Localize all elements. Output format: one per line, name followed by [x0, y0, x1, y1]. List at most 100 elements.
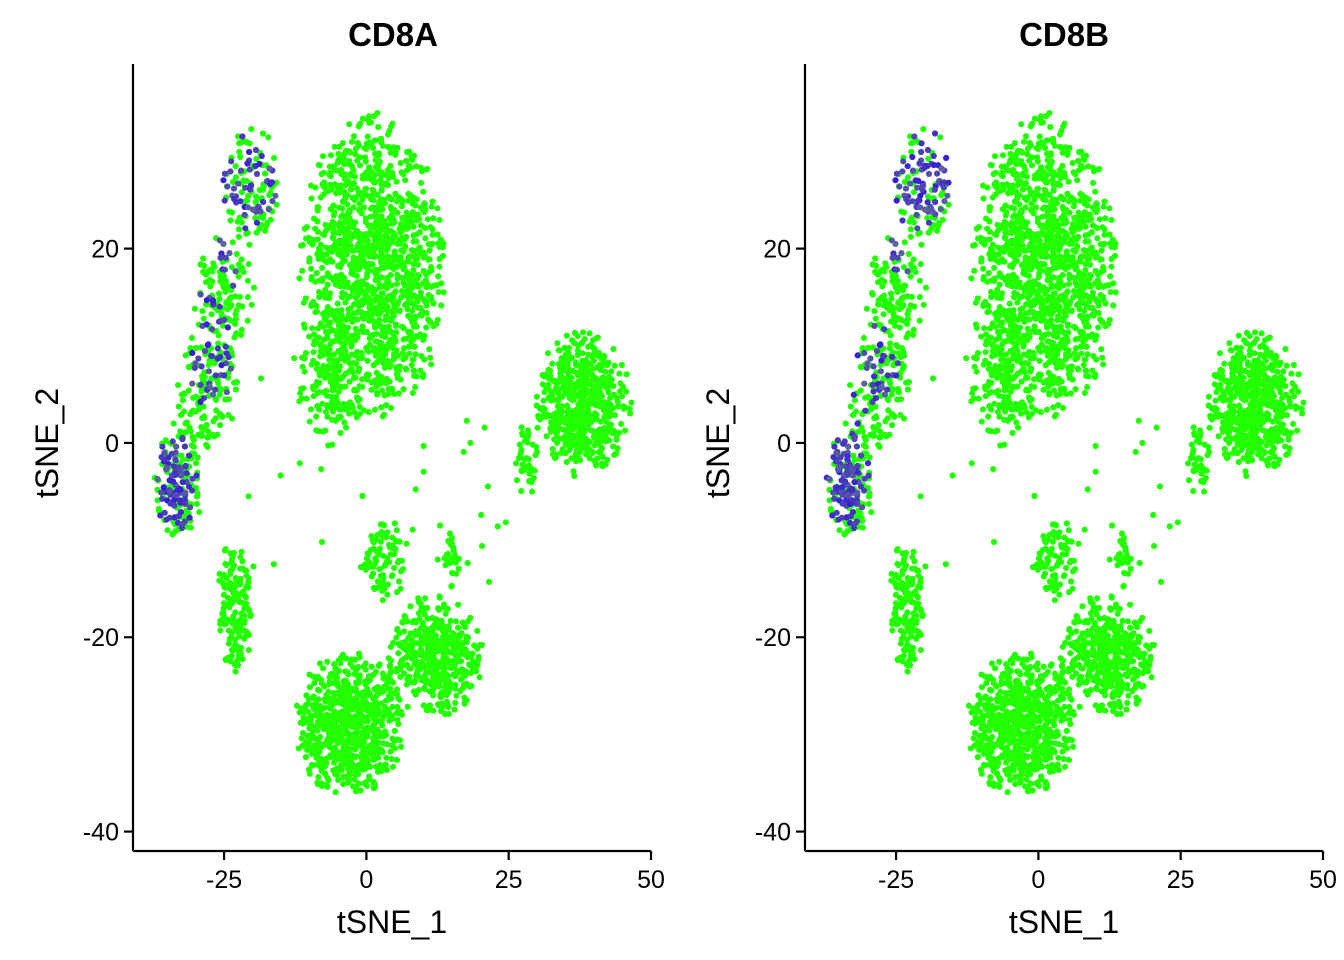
- cell-point: [384, 591, 391, 598]
- cell-point: [312, 700, 319, 707]
- cell-point: [241, 620, 248, 627]
- cell-point: [394, 704, 401, 711]
- cell-point: [397, 229, 404, 236]
- cell-point: [518, 488, 525, 495]
- cell-point: [300, 385, 307, 392]
- cell-point: [300, 720, 307, 727]
- cell-point: [428, 241, 435, 248]
- cell-point: [333, 273, 340, 280]
- cell-point: [391, 354, 398, 362]
- cell-point: [409, 526, 416, 533]
- cell-point: [378, 226, 385, 233]
- cell-point: [535, 412, 542, 419]
- cell-point: [617, 380, 624, 387]
- cell-point: [371, 732, 379, 739]
- cell-point: [610, 443, 617, 450]
- cell-point: [396, 696, 403, 703]
- cell-point: [190, 394, 197, 401]
- cell-point: [342, 677, 349, 684]
- cell-point-expressing: [172, 491, 180, 499]
- cell-point: [345, 777, 352, 784]
- cell-point: [328, 379, 335, 386]
- cell-point: [577, 362, 584, 369]
- cell-point: [316, 761, 324, 769]
- cell-point: [595, 449, 602, 456]
- cell-point-expressing: [247, 186, 254, 193]
- cell-point: [1062, 294, 1069, 301]
- cell-point: [357, 241, 364, 248]
- cell-point: [402, 365, 409, 372]
- cell-point: [235, 273, 242, 280]
- cell-point: [981, 325, 988, 332]
- cell-point: [346, 360, 353, 367]
- cell-point: [423, 309, 430, 317]
- cell-point: [392, 288, 399, 295]
- cell-point: [442, 562, 449, 569]
- cell-point: [422, 235, 429, 242]
- cell-point: [415, 651, 422, 658]
- cell-point: [372, 224, 379, 231]
- cell-point: [218, 386, 225, 393]
- cell-point-expressing: [253, 170, 261, 177]
- cell-point: [1107, 289, 1114, 296]
- cell-point: [437, 647, 444, 654]
- cell-point: [1069, 160, 1076, 167]
- cell-point: [330, 752, 337, 759]
- cell-point: [318, 170, 325, 178]
- cell-point: [169, 531, 176, 538]
- cell-point: [1059, 361, 1066, 368]
- cell-point: [353, 272, 360, 279]
- cell-point: [317, 714, 324, 721]
- cell-point-expressing: [230, 282, 237, 289]
- cell-point-expressing: [198, 363, 205, 370]
- cell-point: [383, 731, 390, 738]
- cell-point: [341, 419, 348, 426]
- cell-point: [378, 341, 385, 348]
- cell-point: [344, 765, 352, 772]
- cell-point: [1012, 160, 1020, 167]
- cell-point: [359, 115, 367, 122]
- cell-point-expressing: [216, 303, 223, 310]
- cell-point: [362, 566, 369, 573]
- cell-point: [439, 658, 446, 665]
- cell-point: [356, 301, 363, 308]
- cell-point: [336, 143, 343, 150]
- cell-point: [295, 745, 302, 752]
- cell-point: [452, 618, 459, 625]
- cell-point: [431, 644, 438, 651]
- cell-point: [618, 361, 625, 368]
- cell-point: [366, 705, 374, 713]
- cell-point: [215, 340, 222, 347]
- cell-point: [1108, 263, 1115, 270]
- cell-point: [222, 288, 229, 295]
- cell-point: [351, 387, 358, 394]
- cell-point: [359, 699, 367, 706]
- cell-point: [199, 308, 206, 315]
- cell-point: [980, 265, 987, 272]
- cell-point: [353, 753, 360, 760]
- cell-point-expressing: [172, 456, 179, 463]
- cell-point: [430, 215, 437, 222]
- cell-point: [265, 134, 272, 141]
- cell-point: [365, 250, 372, 257]
- cell-point: [250, 284, 258, 291]
- cell-point: [374, 191, 381, 198]
- cell-point-expressing: [214, 355, 221, 362]
- cell-point: [232, 174, 239, 181]
- cell-point: [427, 665, 434, 672]
- cell-point: [380, 298, 388, 305]
- cell-point: [207, 266, 214, 273]
- cell-point: [323, 244, 330, 251]
- cell-point-expressing: [220, 177, 227, 184]
- cell-point: [333, 393, 340, 400]
- x-tick-label: -25: [206, 866, 242, 894]
- cell-point: [238, 256, 245, 263]
- cell-point: [317, 733, 324, 741]
- cell-point: [215, 332, 222, 339]
- cell-point: [334, 328, 341, 335]
- cell-point: [354, 139, 361, 147]
- cell-point: [418, 168, 425, 175]
- cell-point: [578, 381, 586, 388]
- x-tick-label: 50: [637, 866, 665, 894]
- cell-point: [413, 196, 420, 203]
